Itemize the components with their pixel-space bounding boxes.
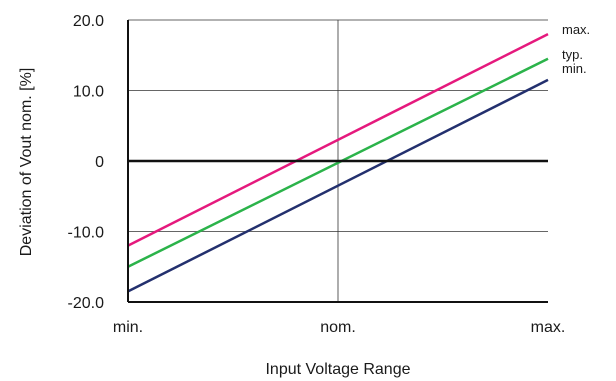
- series-label-max: max.: [562, 22, 590, 37]
- y-tick-label: -10.0: [68, 225, 105, 242]
- series-labels-layer: max. typ.min.: [562, 22, 590, 76]
- y-tick-label: -20.0: [68, 295, 105, 312]
- series-layer: [127, 32, 549, 293]
- series-line-min: [127, 78, 549, 293]
- y-axis-title: Deviation of Vout nom. [%]: [18, 68, 35, 257]
- axes-layer: [127, 20, 548, 303]
- x-tick-label: max.: [531, 319, 566, 336]
- y-tick-label: 20.0: [73, 13, 104, 30]
- y-tick-label: 0: [95, 154, 104, 171]
- x-tick-label: min.: [113, 319, 143, 336]
- tick-labels-layer: 20.0 10.0 0 -10.0 -20.0 min. nom. max.: [68, 13, 566, 336]
- x-tick-label: nom.: [320, 319, 356, 336]
- series-label-min: min.: [562, 61, 587, 76]
- series-line-typ: [127, 57, 549, 268]
- series-line-max: [127, 32, 549, 247]
- series-label-typ: typ.: [562, 47, 583, 62]
- y-tick-label: 10.0: [73, 84, 104, 101]
- x-axis-title: Input Voltage Range: [265, 361, 410, 378]
